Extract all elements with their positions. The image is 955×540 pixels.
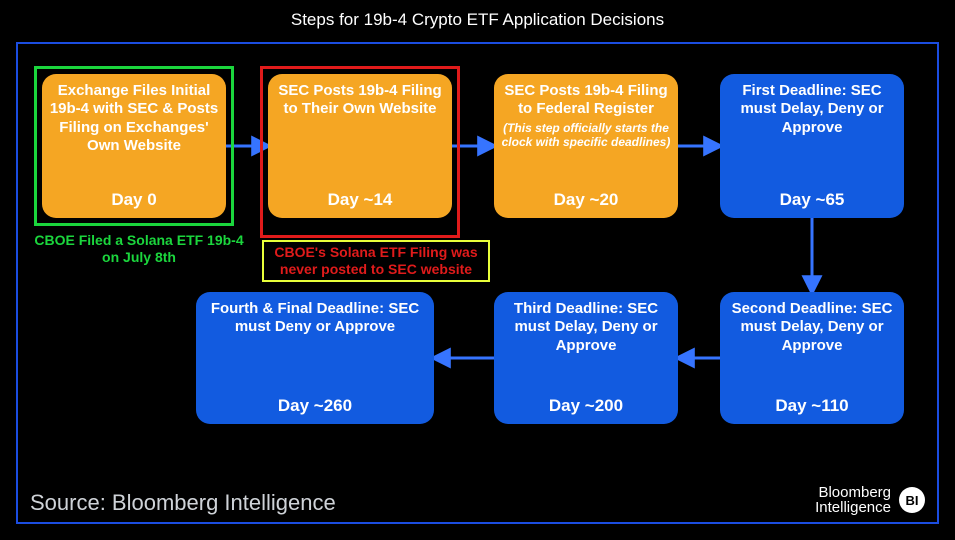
flow-node-n5: Second Deadline: SEC must Delay, Deny or… bbox=[720, 292, 904, 424]
node-day: Day ~20 bbox=[500, 190, 672, 210]
node-main: Second Deadline: SEC must Delay, Deny or… bbox=[726, 300, 898, 355]
node-main: First Deadline: SEC must Delay, Deny or … bbox=[726, 82, 898, 137]
logo-text: Bloomberg Intelligence bbox=[815, 485, 891, 517]
node-day: Day ~65 bbox=[726, 190, 898, 210]
node-sub: (This step officially starts the clock w… bbox=[500, 121, 672, 149]
node-day: Day ~110 bbox=[726, 396, 898, 416]
annotation-red: CBOE's Solana ETF Filing was never poste… bbox=[266, 244, 486, 278]
diagram-page: Steps for 19b-4 Crypto ETF Application D… bbox=[0, 0, 955, 540]
flow-node-n4: First Deadline: SEC must Delay, Deny or … bbox=[720, 74, 904, 218]
node-day: Day ~260 bbox=[202, 396, 428, 416]
logo-line1: Bloomberg bbox=[815, 485, 891, 501]
highlight-green-box bbox=[34, 66, 234, 226]
node-main: Fourth & Final Deadline: SEC must Deny o… bbox=[202, 300, 428, 337]
flow-node-n7: Fourth & Final Deadline: SEC must Deny o… bbox=[196, 292, 434, 424]
highlight-red-box bbox=[260, 66, 460, 238]
logo-line2: Intelligence bbox=[815, 500, 891, 516]
source-label: Source: Bloomberg Intelligence bbox=[30, 490, 336, 516]
node-main: SEC Posts 19b-4 Filing to Federal Regist… bbox=[500, 82, 672, 119]
node-main: Third Deadline: SEC must Delay, Deny or … bbox=[500, 300, 672, 355]
bloomberg-logo: Bloomberg Intelligence BI bbox=[815, 485, 925, 517]
node-day: Day ~200 bbox=[500, 396, 672, 416]
annotation-green: CBOE Filed a Solana ETF 19b-4 on July 8t… bbox=[34, 232, 244, 266]
flow-node-n6: Third Deadline: SEC must Delay, Deny or … bbox=[494, 292, 678, 424]
page-title: Steps for 19b-4 Crypto ETF Application D… bbox=[0, 10, 955, 30]
logo-badge: BI bbox=[899, 487, 925, 513]
flow-node-n3: SEC Posts 19b-4 Filing to Federal Regist… bbox=[494, 74, 678, 218]
